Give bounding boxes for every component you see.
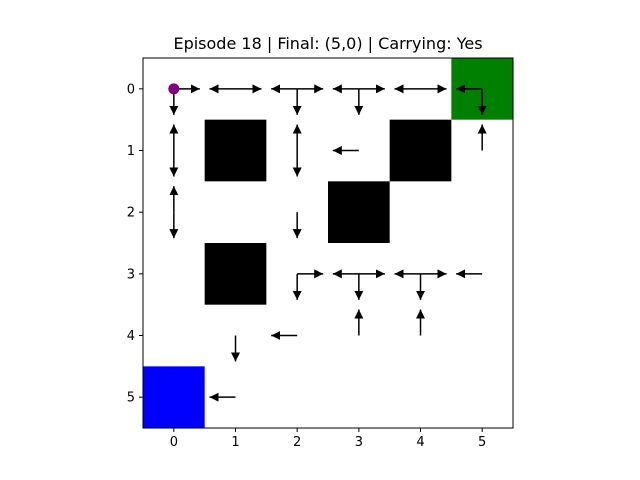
x-tick-label: 3 (355, 435, 363, 450)
agent-layer (168, 83, 180, 95)
wall-cell (328, 181, 390, 244)
y-tick-label: 1 (127, 144, 135, 159)
policy-arrows (169, 84, 487, 402)
plot-title: Episode 18 | Final: (5,0) | Carrying: Ye… (173, 34, 482, 53)
x-tick-label: 4 (416, 435, 424, 450)
y-tick-label: 3 (127, 267, 135, 282)
y-tick-label: 2 (127, 206, 135, 221)
wall-cell (204, 243, 267, 305)
x-tick-label: 2 (293, 435, 301, 450)
wall-cell (389, 119, 452, 182)
x-tick-label: 1 (231, 435, 239, 450)
y-tick-label: 0 (127, 82, 135, 97)
y-tick-label: 4 (127, 329, 135, 344)
plot-frame (142, 57, 514, 429)
y-tick-label: 5 (127, 391, 135, 406)
x-tick-label: 0 (170, 435, 178, 450)
start-cell (143, 366, 205, 429)
x-axis-ticks: 0 1 2 3 4 5 (170, 428, 486, 450)
cells-layer (143, 58, 514, 429)
agent-marker (168, 83, 180, 95)
x-tick-label: 5 (478, 435, 486, 450)
wall-cell (204, 119, 267, 182)
y-axis-ticks: 0 1 2 3 4 5 (127, 82, 143, 406)
